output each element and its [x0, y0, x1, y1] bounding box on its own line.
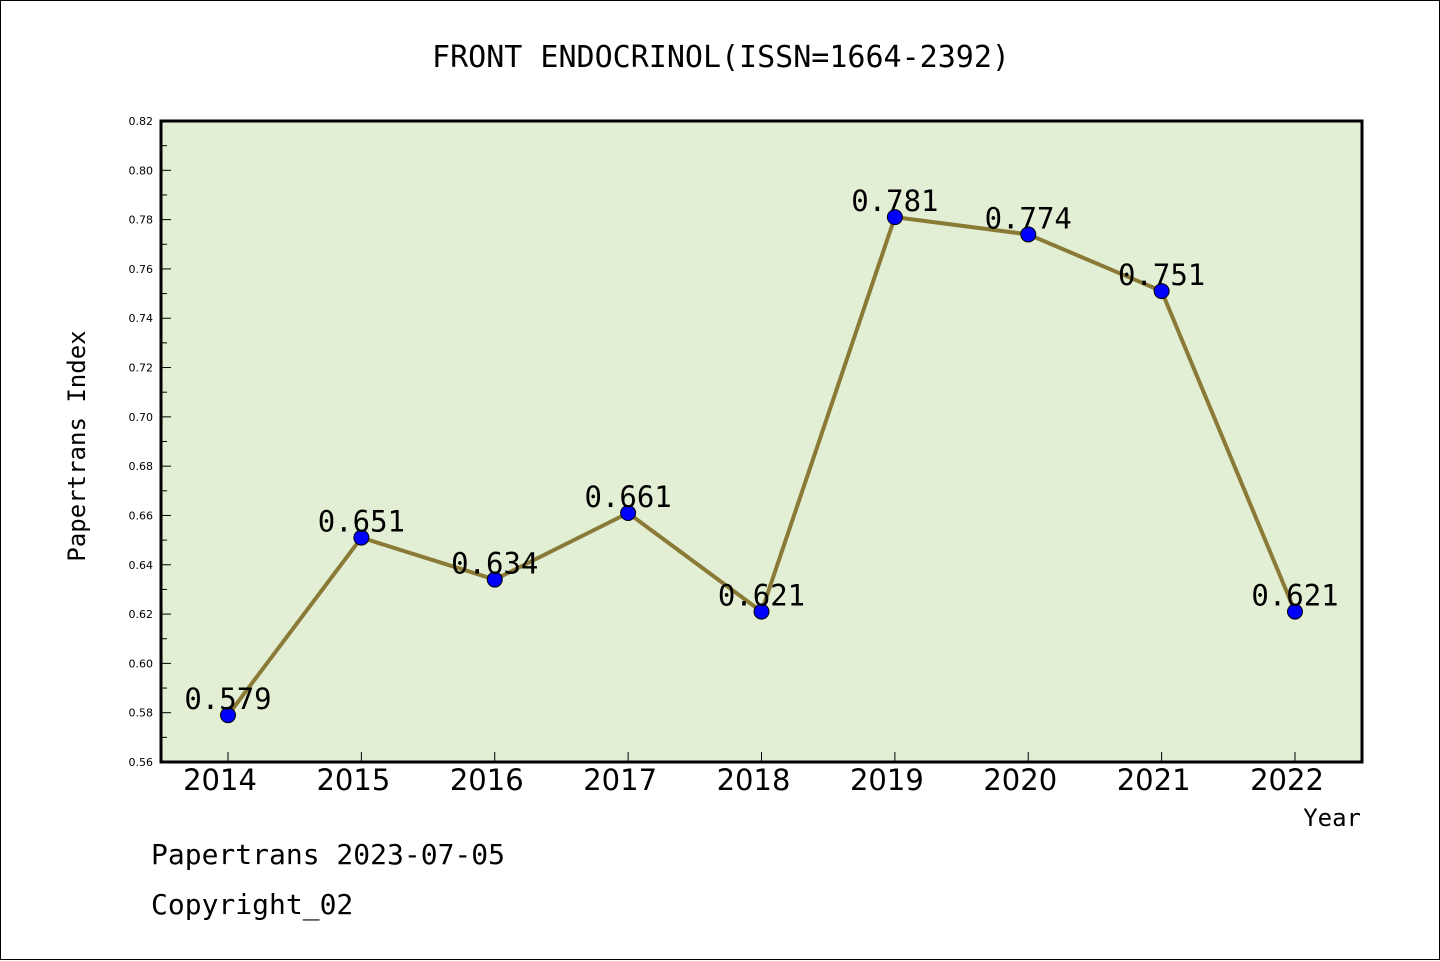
data-point [886, 209, 903, 226]
x-tick-label: 2016 [450, 763, 524, 797]
data-point [753, 603, 770, 620]
x-tick-label: 2014 [183, 763, 257, 797]
y-axis: 0.56 0.58 0.60 0.62 0.64 0.66 0.68 0.70 0.72 0.74… [129, 115, 171, 769]
x-tick-label: 2019 [850, 763, 924, 797]
data-point [353, 529, 370, 546]
data-label: 0.634 [451, 547, 538, 581]
chart-title: FRONT ENDOCRINOL(ISSN=1664-2392) [432, 40, 1010, 75]
data-label: 0.751 [1118, 258, 1205, 292]
data-label: 0.621 [1251, 579, 1338, 613]
x-tick-label: 2018 [717, 763, 791, 797]
y-tick-label: 0.64 [129, 559, 154, 572]
data-label: 0.774 [985, 201, 1072, 235]
y-tick-label: 0.80 [129, 164, 154, 177]
y-tick-label: 0.70 [129, 411, 154, 424]
x-tick-label: 2020 [983, 763, 1057, 797]
x-tick-label: 2017 [583, 763, 657, 797]
y-tick-label: 0.62 [129, 608, 154, 621]
data-label: 0.661 [584, 480, 671, 514]
data-label: 0.579 [184, 682, 271, 716]
y-tick-label: 0.74 [129, 312, 154, 325]
y-tick-label: 0.82 [129, 115, 154, 128]
y-tick-label: 0.60 [129, 657, 154, 670]
data-point [486, 571, 503, 588]
series-line-group [220, 209, 1303, 724]
data-labels: 0.579 0.651 0.634 0.661 0.621 0.781 0.774 0.751… [184, 184, 1338, 716]
footer-date: Papertrans 2023-07-05 [151, 838, 505, 871]
y-tick-label: 0.66 [129, 509, 154, 522]
x-tick-label: 2021 [1117, 763, 1191, 797]
plot-area [159, 119, 1364, 764]
data-point [1287, 603, 1303, 620]
x-tick-label: 2015 [316, 763, 390, 797]
data-point [1020, 226, 1037, 243]
y-tick-label: 0.78 [129, 214, 154, 227]
footer-copyright: Copyright_02 [151, 888, 353, 922]
x-axis-label: Year [1303, 804, 1361, 832]
data-point [220, 707, 236, 724]
x-axis: 2014 2015 2016 2017 2018 2019 2020 2021 2022 [183, 752, 1324, 797]
x-tick-label: 2022 [1250, 763, 1324, 797]
data-label: 0.781 [851, 184, 938, 218]
y-tick-label: 0.76 [129, 263, 154, 276]
y-tick-label: 0.56 [129, 756, 154, 769]
data-point [620, 504, 637, 521]
data-label: 0.621 [718, 579, 805, 613]
y-tick-label: 0.68 [129, 460, 154, 473]
y-axis-label: Papertrans Index [63, 330, 91, 561]
y-tick-label: 0.58 [129, 707, 154, 720]
y-tick-label: 0.72 [129, 362, 154, 375]
data-point [1153, 283, 1170, 300]
data-label: 0.651 [318, 505, 405, 539]
